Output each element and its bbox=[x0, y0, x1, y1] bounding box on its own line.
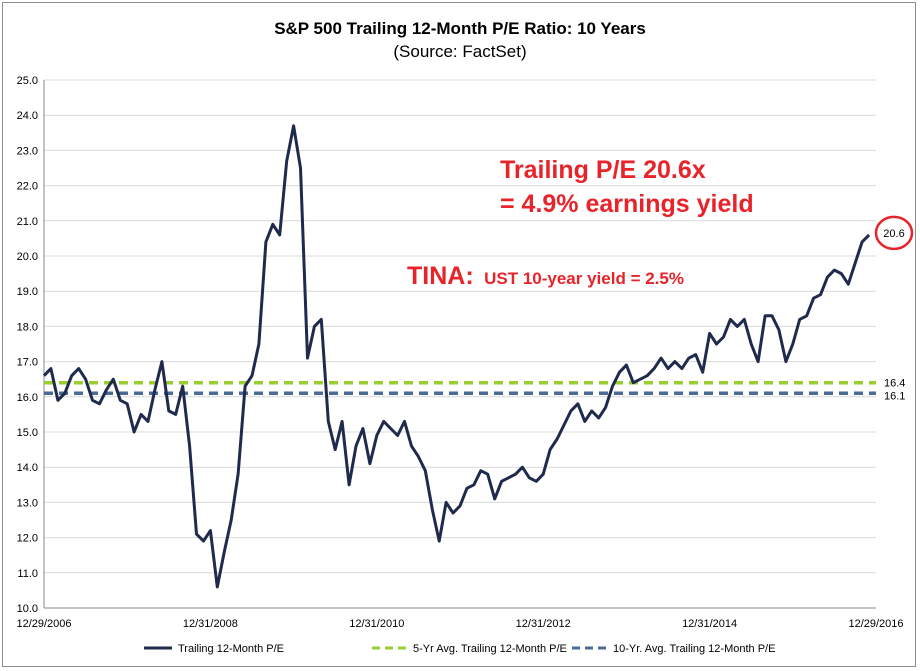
annotation-tina-prefix: TINA: bbox=[407, 262, 474, 290]
annotation-tina: TINA: UST 10-year yield = 2.5% bbox=[407, 262, 684, 290]
y-tick-label: 12.0 bbox=[17, 533, 38, 545]
legend-label-ten-year: 10-Yr. Avg. Trailing 12-Month P/E bbox=[613, 643, 775, 655]
annotation-trailing-pe: Trailing P/E 20.6x bbox=[500, 156, 706, 184]
y-tick-label: 19.0 bbox=[17, 286, 38, 298]
chart-title: S&P 500 Trailing 12-Month P/E Ratio: 10 … bbox=[274, 19, 646, 38]
y-tick-label: 15.0 bbox=[17, 427, 38, 439]
y-tick-label: 22.0 bbox=[17, 181, 38, 193]
y-tick-label: 13.0 bbox=[17, 497, 38, 509]
x-tick-label: 12/29/2016 bbox=[848, 618, 903, 630]
y-axis-ticks: 10.0 11.0 12.0 13.0 14.0 15.0 16.0 17.0 18.0 19.0… bbox=[17, 75, 38, 615]
y-tick-label: 16.0 bbox=[17, 392, 38, 404]
five-year-average-label: 16.4 bbox=[884, 378, 905, 390]
end-value-label: 20.6 bbox=[883, 228, 904, 240]
x-axis-ticks: 12/29/2006 12/31/2008 12/31/2010 12/31/2012… bbox=[16, 618, 903, 630]
y-tick-label: 11.0 bbox=[17, 568, 38, 580]
chart-subtitle: (Source: FactSet) bbox=[393, 42, 526, 61]
trailing-pe-series-line bbox=[42, 124, 871, 589]
y-tick-label: 23.0 bbox=[17, 145, 38, 157]
y-tick-label: 24.0 bbox=[17, 110, 38, 122]
x-tick-label: 12/31/2010 bbox=[349, 618, 404, 630]
x-tick-label: 12/31/2014 bbox=[682, 618, 737, 630]
x-tick-label: 12/31/2012 bbox=[516, 618, 571, 630]
y-tick-label: 18.0 bbox=[17, 321, 38, 333]
y-tick-label: 20.0 bbox=[17, 251, 38, 263]
annotation-earnings-yield: = 4.9% earnings yield bbox=[500, 190, 754, 218]
legend: Trailing 12-Month P/E 5-Yr Avg. Trailing… bbox=[144, 643, 775, 655]
annotation-tina-text: UST 10-year yield = 2.5% bbox=[484, 269, 684, 288]
legend-label-trailing-pe: Trailing 12-Month P/E bbox=[178, 643, 284, 655]
y-tick-label: 25.0 bbox=[17, 75, 38, 87]
y-tick-label: 21.0 bbox=[17, 216, 38, 228]
y-tick-label: 14.0 bbox=[17, 462, 38, 474]
x-tick-label: 12/31/2008 bbox=[183, 618, 238, 630]
ten-year-average-label: 16.1 bbox=[884, 390, 905, 402]
end-value-circle bbox=[874, 215, 914, 251]
y-tick-label: 17.0 bbox=[17, 357, 38, 369]
legend-label-five-year: 5-Yr Avg. Trailing 12-Month P/E bbox=[413, 643, 567, 655]
y-tick-label: 10.0 bbox=[17, 603, 38, 615]
x-tick-label: 12/29/2006 bbox=[16, 618, 71, 630]
